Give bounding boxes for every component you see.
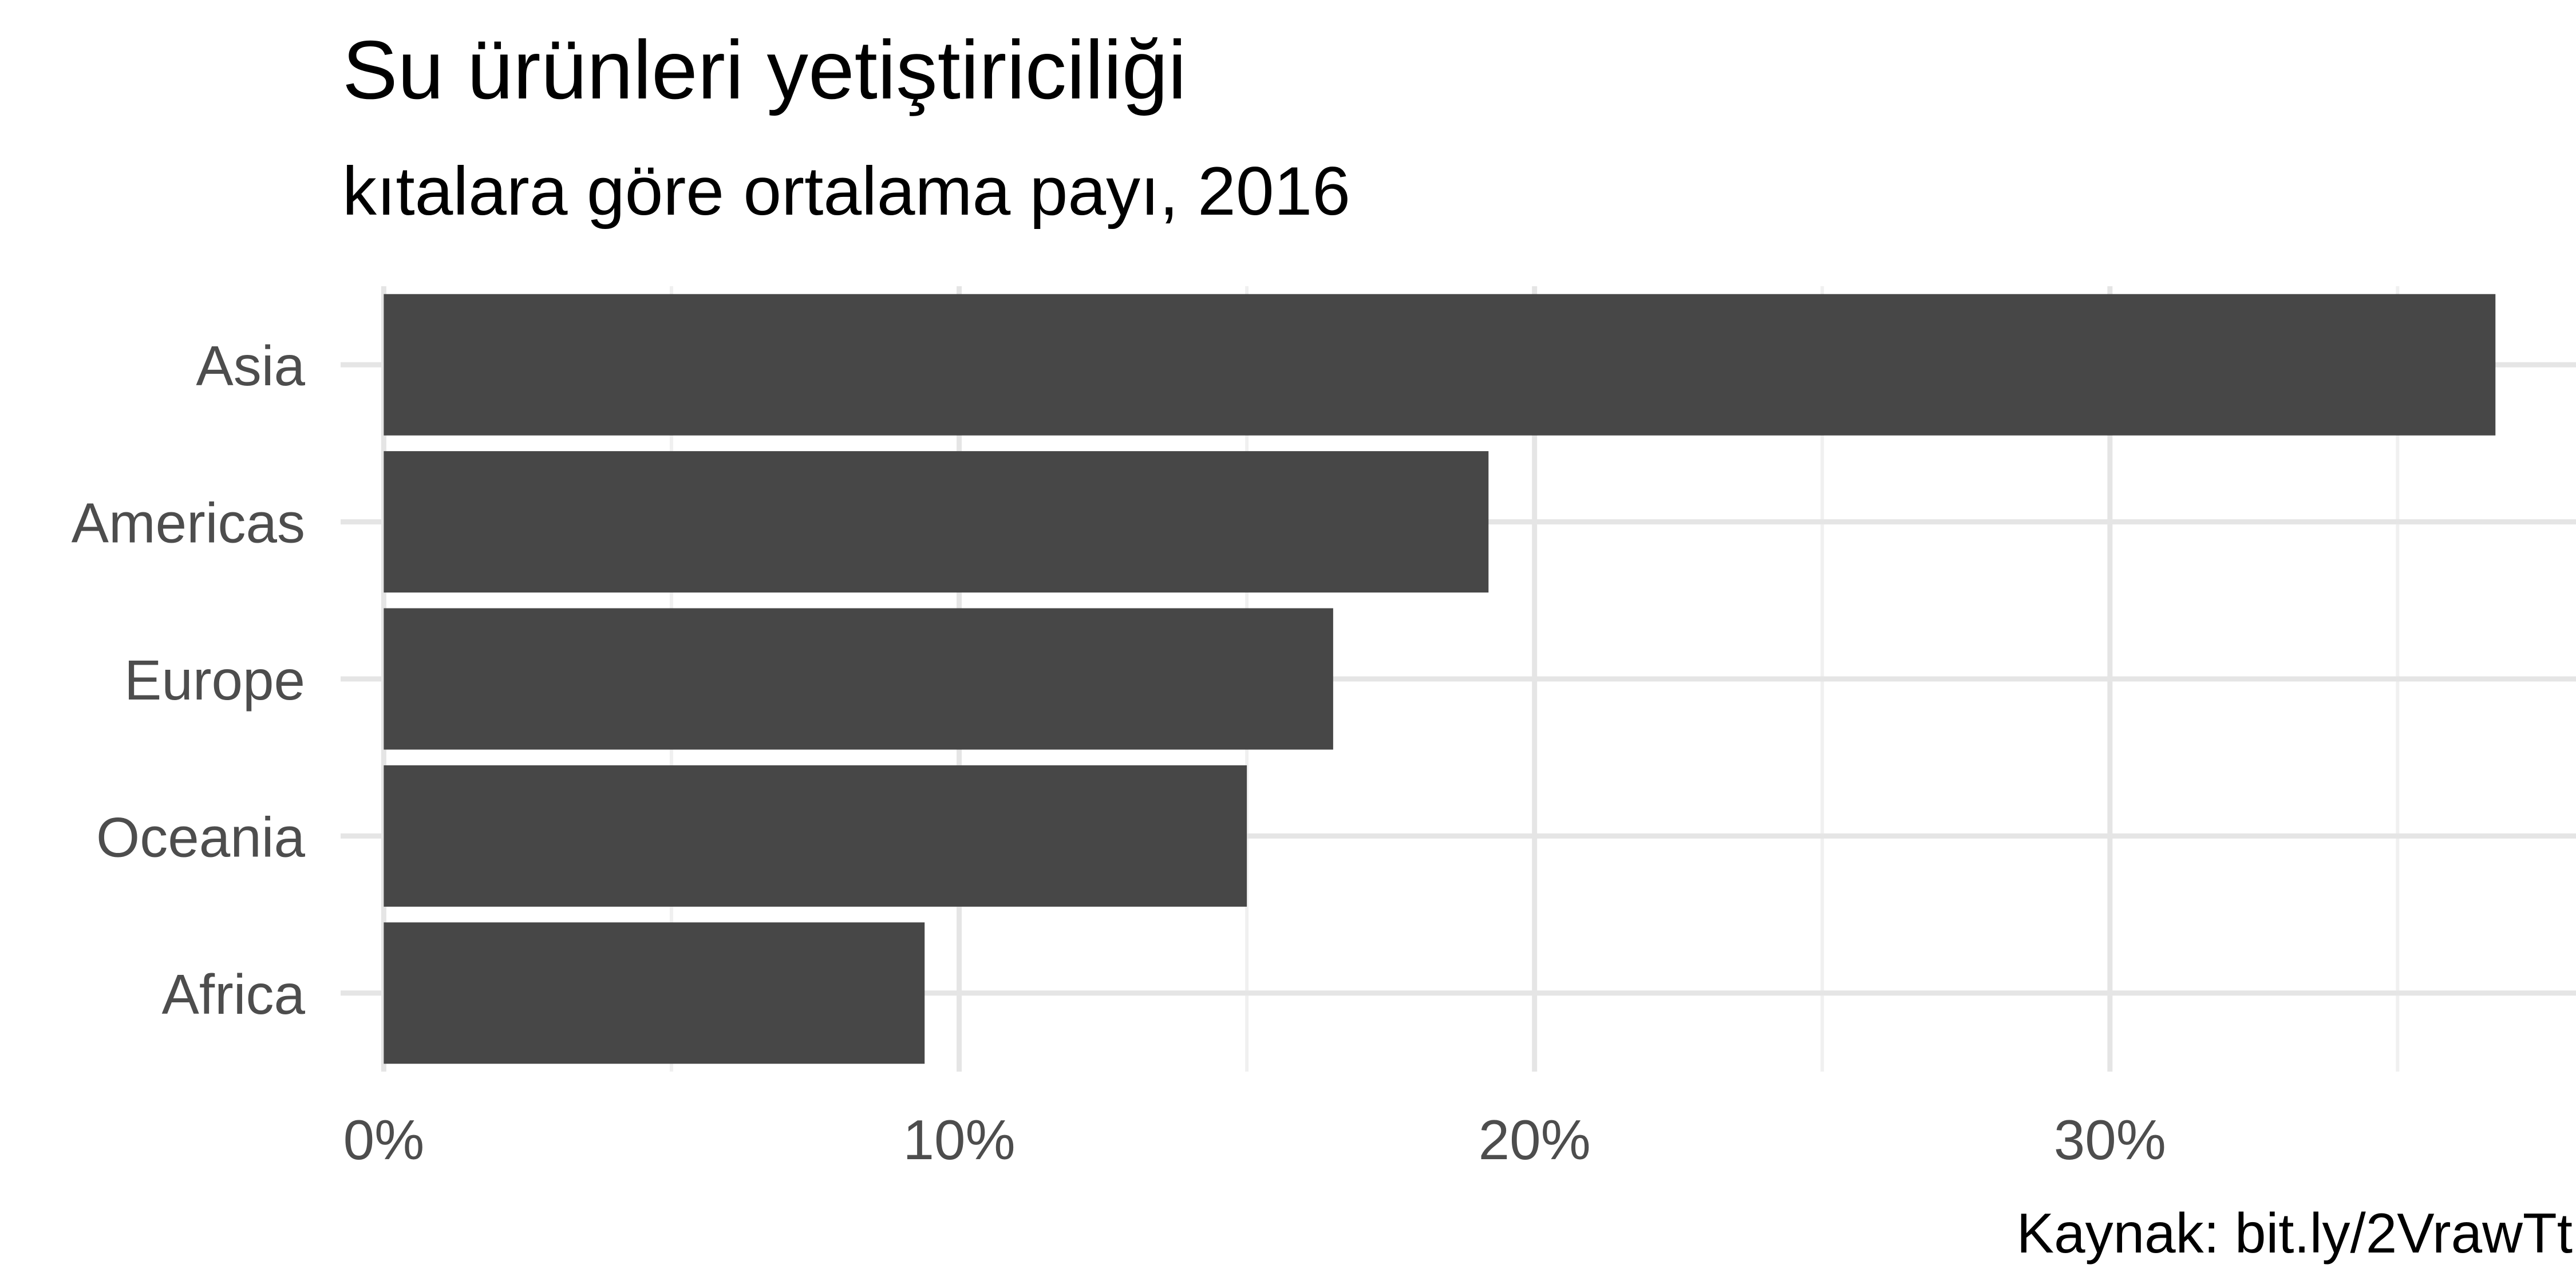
x-tick-label: 10% — [903, 1108, 1015, 1171]
x-tick-label: 20% — [1479, 1108, 1591, 1171]
chart-title: Su ürünleri yetiştiriciliği — [342, 23, 1187, 116]
chart-subtitle: kıtalara göre ortalama payı, 2016 — [342, 153, 1350, 230]
bar-africa — [384, 922, 925, 1064]
y-tick-label-asia: Asia — [196, 334, 305, 397]
y-tick-label-americas: Americas — [72, 492, 305, 555]
x-tick-label: 30% — [2054, 1108, 2166, 1171]
bars — [384, 294, 2496, 1064]
bar-asia — [384, 294, 2496, 436]
x-tick-label: 0% — [343, 1108, 425, 1171]
bar-americas — [384, 451, 1489, 593]
y-tick-label-oceania: Oceania — [96, 805, 306, 868]
y-axis-tick-labels: Asia Americas Europe Oceania Africa — [72, 334, 306, 1026]
chart-caption: Kaynak: bit.ly/2VrawTt — [2017, 1202, 2573, 1265]
y-tick-label-africa: Africa — [161, 963, 305, 1026]
y-tick-label-europe: Europe — [124, 649, 305, 712]
x-axis-tick-labels: 0% 10% 20% 30% — [343, 1108, 2166, 1171]
bar-europe — [384, 608, 1333, 750]
bar-oceania — [384, 765, 1247, 907]
